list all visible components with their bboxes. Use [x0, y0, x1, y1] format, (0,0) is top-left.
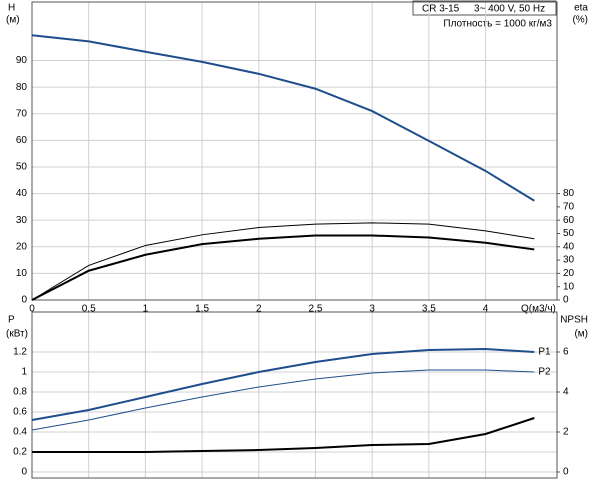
y-tick-label: 1 [21, 367, 27, 378]
y2-tick-label: 40 [563, 241, 575, 252]
y-tick-label: 90 [16, 55, 28, 66]
plots: 0 0.5 1 1.5 2 2.5 3 3.5 401020304050607080900102… [6, 1, 588, 479]
series-label: P1 [538, 347, 551, 358]
y2-axis-unit: (%) [572, 15, 588, 26]
y-tick-label: 1.2 [13, 347, 27, 358]
y-axis-label: P [8, 315, 15, 326]
y-tick-label: 60 [16, 135, 28, 146]
y2-tick-label: 0 [563, 467, 569, 478]
plot: 0 0.2 0.4 0.6 0.8 1 1.2 0 2 4 6 P (кВт) NPSH (м) P1 P2 [6, 311, 588, 479]
x-tick-label: 0 [29, 304, 35, 315]
series-line [31, 347, 535, 421]
y-axis-label: H [8, 3, 15, 14]
info-box: CR 3-15 3~ 400 V, 50 Hz Плотность = 1000… [412, 0, 557, 30]
series-label: P2 [538, 367, 551, 378]
y-axis-unit: (м) [6, 15, 20, 26]
y2-tick-label: 80 [563, 188, 575, 199]
y-tick-label: 40 [16, 188, 28, 199]
y2-tick-label: 60 [563, 215, 575, 226]
y2-tick-label: 10 [563, 281, 575, 292]
x-tick-label: 1.5 [195, 304, 209, 315]
y2-axis-unit: (м) [574, 329, 588, 340]
y2-axis-label: eta [574, 3, 588, 14]
pump-supply: 3~ 400 V, 50 Hz [474, 4, 545, 15]
x-tick-label: 2.5 [309, 304, 323, 315]
y2-tick-label: 30 [563, 255, 575, 266]
series-line [31, 222, 535, 301]
plot-frame [31, 1, 558, 301]
info-box-frame [412, 0, 557, 16]
series-line [31, 234, 535, 301]
y2-tick-label: 70 [563, 202, 575, 213]
y-tick-label: 0.2 [13, 447, 27, 458]
y2-tick-label: 6 [563, 347, 569, 358]
x-tick-label: 2 [256, 304, 262, 315]
y2-tick-label: 0 [563, 295, 569, 306]
plot: 0 0.5 1 1.5 2 2.5 3 3.5 401020304050607080900102… [6, 1, 588, 315]
y-tick-label: 0 [21, 467, 27, 478]
x-tick-label: 0.5 [82, 304, 96, 315]
y-tick-label: 0.8 [13, 387, 27, 398]
y-tick-label: 50 [16, 162, 28, 173]
y2-axis-label: NPSH [560, 315, 588, 326]
x-tick-label: 1 [143, 304, 149, 315]
y-tick-label: 0 [21, 295, 27, 306]
y-tick-label: 10 [16, 268, 28, 279]
x-axis-label: Q(м3/ч) [521, 304, 556, 315]
y2-tick-label: 4 [563, 387, 569, 398]
y2-tick-label: 50 [563, 228, 575, 239]
y2-tick-label: 2 [563, 427, 569, 438]
x-tick-label: 3.5 [422, 304, 436, 315]
y-tick-label: 70 [16, 108, 28, 119]
y2-tick-label: 20 [563, 268, 575, 279]
pump-model: CR 3-15 [422, 4, 460, 15]
y-tick-label: 30 [16, 215, 28, 226]
y-tick-label: 0.6 [13, 407, 27, 418]
y-tick-label: 0.4 [13, 427, 27, 438]
y-tick-label: 20 [16, 241, 28, 252]
x-tick-label: 3 [369, 304, 375, 315]
y-axis-unit: (кВт) [6, 329, 28, 340]
density-note: Плотность = 1000 кг/м3 [443, 19, 552, 30]
y-tick-label: 80 [16, 82, 28, 93]
series-line [31, 369, 535, 431]
plot-frame [31, 311, 558, 479]
series-line [31, 34, 535, 202]
x-tick-label: 4 [483, 304, 489, 315]
series-line [32, 417, 535, 453]
